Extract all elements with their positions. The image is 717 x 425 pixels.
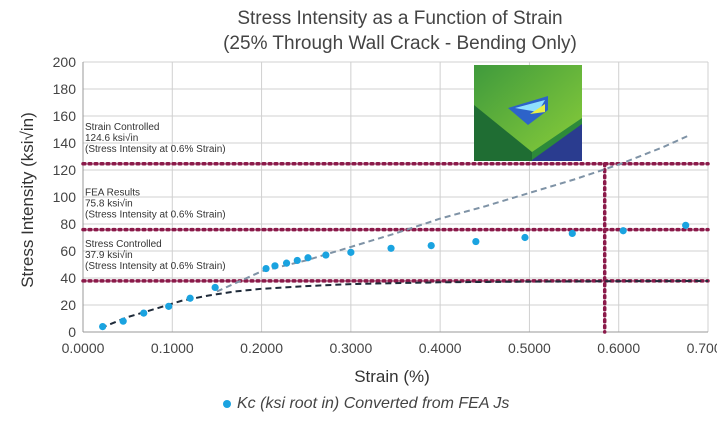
- x-tick-label: 0.7000: [687, 340, 717, 356]
- data-point: [119, 317, 127, 325]
- legend: Kc (ksi root in) Converted from FEA Js: [223, 395, 509, 413]
- data-point: [472, 237, 480, 246]
- trend-line-stress-controlled: [100, 280, 709, 329]
- x-tick-label: 0.4000: [419, 340, 462, 356]
- y-tick-label: 140: [53, 135, 77, 151]
- chart-subtitle: (25% Through Wall Crack - Bending Only): [223, 33, 577, 54]
- annotation-text: (Stress Intensity at 0.6% Strain): [85, 210, 226, 221]
- x-tick-label: 0.1000: [151, 340, 194, 356]
- y-tick-label: 20: [60, 297, 76, 313]
- y-axis-label: Stress Intensity (ksi√in): [18, 112, 37, 288]
- data-point: [682, 221, 690, 229]
- data-point: [140, 309, 148, 317]
- data-point: [347, 248, 355, 256]
- chart-title: Stress Intensity as a Function of Strain: [237, 8, 563, 29]
- y-tick-label: 200: [53, 54, 77, 70]
- annotation-text: 124.6 ksi√in: [85, 132, 138, 144]
- x-tick-label: 0.2000: [240, 340, 283, 356]
- data-point: [99, 323, 107, 331]
- legend-marker-icon: [223, 400, 231, 408]
- x-tick-label: 0.0000: [62, 340, 105, 356]
- data-point: [262, 264, 270, 273]
- data-point: [387, 244, 395, 252]
- data-point: [322, 251, 330, 259]
- x-tick-label: 0.6000: [597, 340, 640, 356]
- data-point: [619, 227, 627, 235]
- y-tick-label: 80: [60, 216, 76, 232]
- annotation-text: Stress Controlled: [85, 239, 162, 250]
- y-tick-label: 60: [60, 243, 76, 259]
- data-point: [282, 259, 291, 267]
- y-tick-label: 180: [53, 81, 77, 97]
- fea-crack-model-image: [474, 65, 582, 161]
- y-tick-label: 0: [68, 324, 76, 340]
- y-tick-label: 100: [53, 189, 77, 205]
- data-point: [186, 294, 194, 302]
- annotation-text: 75.8 ksi√in: [85, 198, 133, 210]
- annotation-text: 37.9 ksi√in: [85, 249, 133, 261]
- x-axis-label: Strain (%): [354, 367, 430, 386]
- y-tick-label: 40: [60, 270, 76, 286]
- x-tick-label: 0.3000: [329, 340, 372, 356]
- data-point: [427, 242, 435, 250]
- annotation-text: Strain Controlled: [85, 122, 159, 133]
- data-point: [304, 254, 312, 262]
- data-point: [568, 229, 576, 238]
- y-tick-label: 160: [53, 108, 77, 124]
- data-point: [521, 233, 529, 242]
- data-point: [293, 256, 301, 265]
- data-point: [271, 262, 279, 270]
- data-point: [211, 283, 219, 292]
- annotation-text: (Stress Intensity at 0.6% Strain): [85, 261, 226, 272]
- data-point: [165, 302, 173, 310]
- legend-label: Kc (ksi root in) Converted from FEA Js: [237, 395, 510, 412]
- x-tick-label: 0.5000: [508, 340, 551, 356]
- annotation-text: FEA Results: [85, 188, 140, 199]
- annotation-text: (Stress Intensity at 0.6% Strain): [85, 144, 226, 155]
- y-tick-label: 120: [53, 162, 77, 178]
